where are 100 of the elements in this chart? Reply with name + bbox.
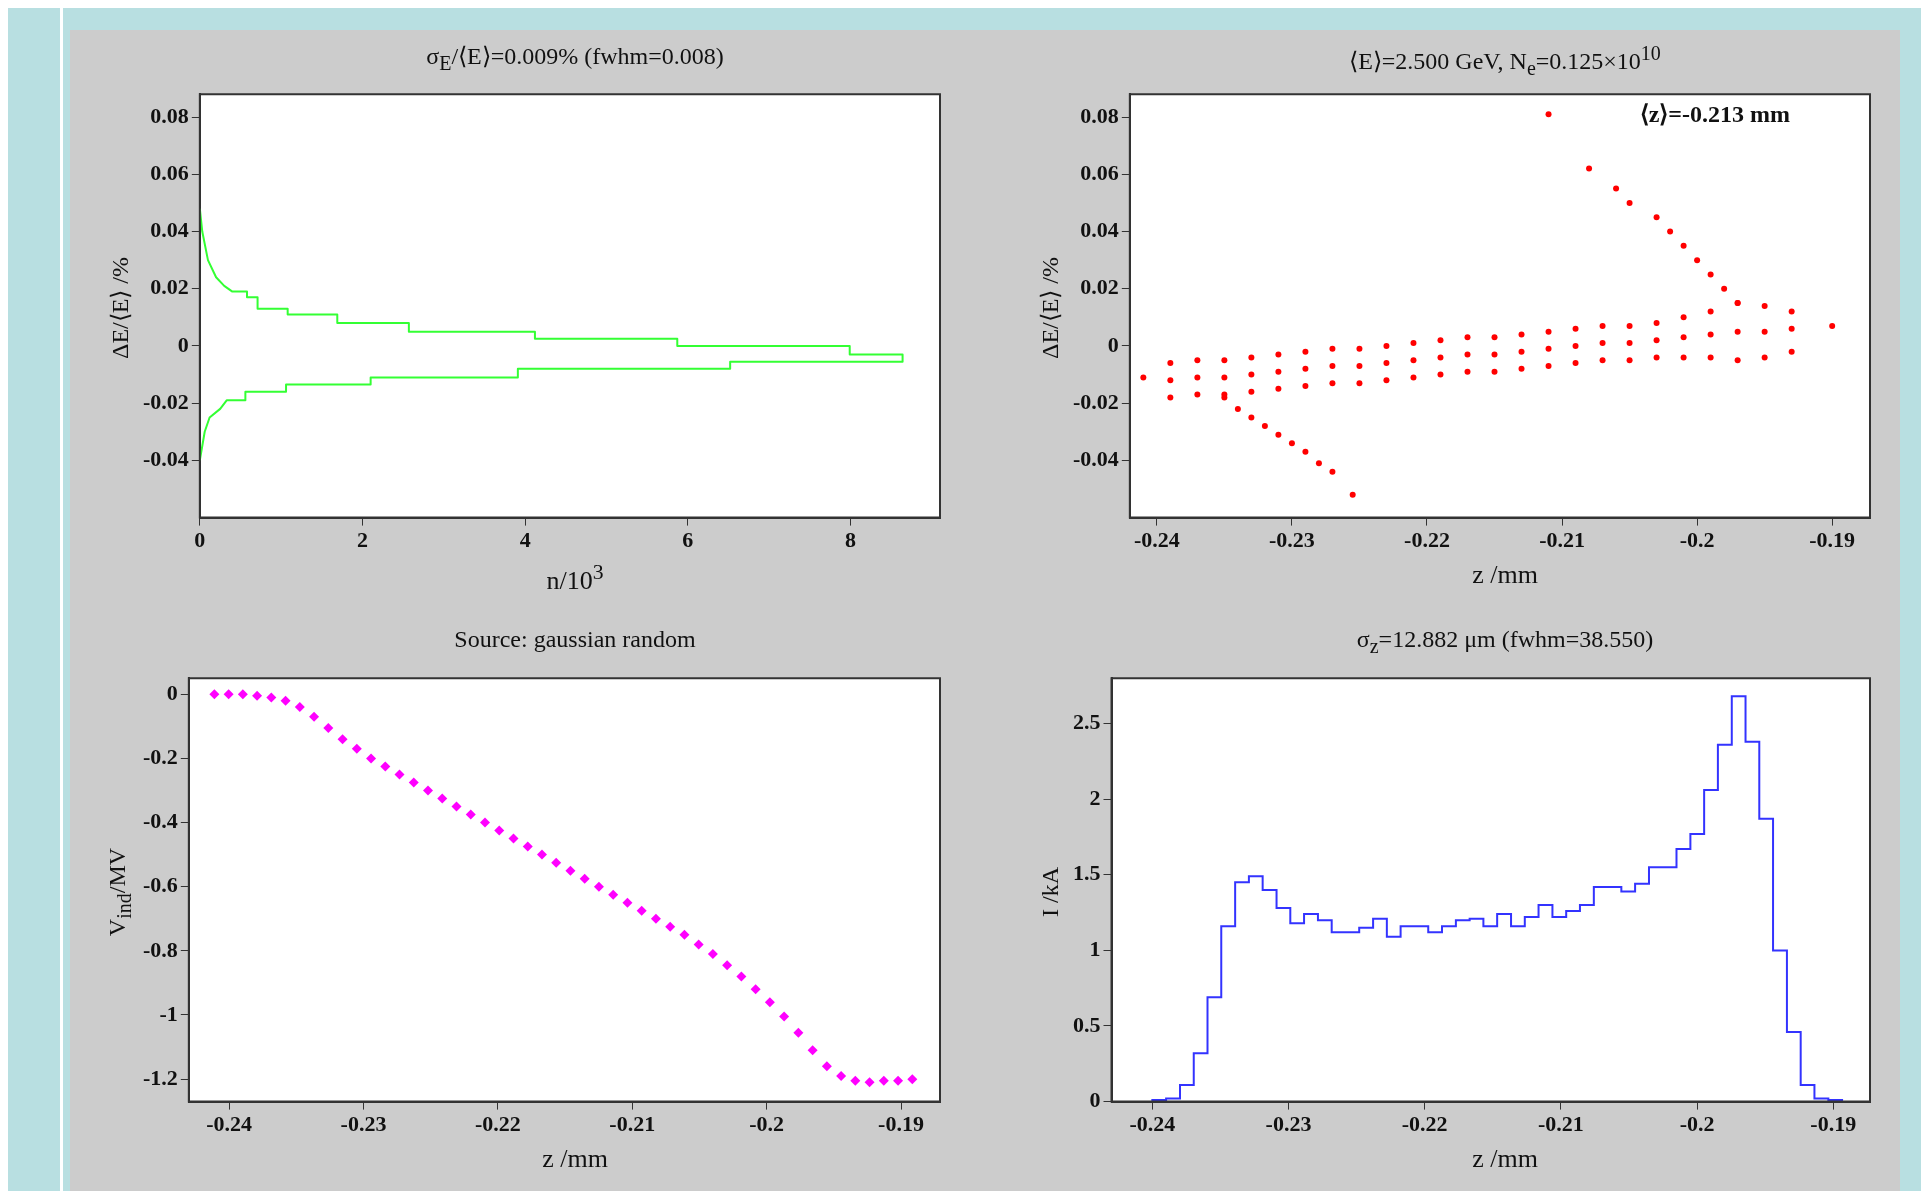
point bbox=[309, 711, 320, 722]
point bbox=[736, 971, 747, 982]
point bbox=[209, 689, 220, 700]
annotation: ⟨z⟩=-0.213 mm bbox=[1639, 101, 1790, 127]
point bbox=[793, 1027, 804, 1038]
point bbox=[337, 734, 348, 745]
y-tick-label: -0.02 bbox=[143, 388, 189, 414]
x-tick-label: -0.21 bbox=[609, 1111, 656, 1137]
point bbox=[380, 761, 391, 772]
point bbox=[821, 1061, 832, 1072]
point bbox=[294, 702, 305, 713]
point bbox=[907, 1074, 918, 1085]
x-tick-label: -0.24 bbox=[1133, 527, 1180, 553]
point bbox=[679, 929, 690, 940]
point bbox=[280, 695, 291, 706]
y-tick-label: -1 bbox=[159, 1000, 178, 1026]
point bbox=[480, 817, 490, 828]
x-tick-label: 0 bbox=[194, 527, 206, 553]
x-tick-label: -0.19 bbox=[1809, 527, 1856, 553]
x-tick-label: -0.2 bbox=[1679, 527, 1715, 553]
y-tick-label: 1.5 bbox=[1073, 860, 1101, 886]
y-tick-label: -0.2 bbox=[143, 744, 178, 770]
point bbox=[608, 889, 619, 900]
x-tick-label: -0.24 bbox=[206, 1111, 253, 1137]
y-axis-title: ΔE/⟨E⟩ /% bbox=[107, 256, 133, 360]
point bbox=[707, 949, 718, 960]
point bbox=[750, 984, 761, 995]
point bbox=[252, 690, 263, 701]
point bbox=[465, 809, 476, 820]
point bbox=[593, 881, 604, 892]
y-tick-label: 0.02 bbox=[1080, 274, 1119, 300]
point bbox=[266, 692, 277, 703]
point bbox=[494, 825, 505, 836]
chart-title: Source: gaussian random bbox=[454, 626, 696, 652]
x-tick-label: -0.22 bbox=[1401, 1111, 1448, 1137]
x-tick-label: -0.24 bbox=[1129, 1111, 1176, 1137]
y-tick-label: -0.04 bbox=[1073, 446, 1119, 472]
point bbox=[551, 857, 562, 868]
point bbox=[636, 905, 647, 916]
chart-title: σ$_{E}$/⟨E⟩=0.009% (fwhm=0.008) bbox=[426, 43, 724, 74]
point bbox=[423, 785, 434, 796]
point bbox=[565, 865, 576, 876]
x-tick-label: 2 bbox=[357, 527, 368, 553]
point bbox=[508, 833, 519, 844]
x-axis-title: z /mm bbox=[1472, 1144, 1538, 1173]
y-tick-label: 0.04 bbox=[150, 217, 189, 243]
point bbox=[693, 939, 704, 950]
y-tick-label: 0 bbox=[1089, 1087, 1101, 1113]
x-tick-label: -0.23 bbox=[340, 1111, 387, 1137]
y-tick-label: -0.8 bbox=[143, 936, 178, 962]
x-axis-title: z /mm bbox=[542, 1144, 608, 1173]
point bbox=[451, 801, 462, 812]
y-tick-label: 0 bbox=[1107, 331, 1119, 357]
point bbox=[579, 873, 590, 884]
y-tick-label: 2 bbox=[1089, 784, 1101, 810]
point bbox=[779, 1011, 790, 1022]
x-tick-label: -0.19 bbox=[1810, 1111, 1857, 1137]
x-tick-label: -0.23 bbox=[1268, 527, 1315, 553]
y-tick-label: -0.02 bbox=[1073, 388, 1119, 414]
point bbox=[893, 1075, 904, 1086]
y-tick-label: -0.4 bbox=[143, 808, 178, 834]
chart-title: σ$_{z}$=12.882 μm (fwhm=38.550) bbox=[1356, 626, 1654, 657]
x-tick-label: -0.22 bbox=[1404, 527, 1450, 553]
x-tick-label: -0.2 bbox=[749, 1111, 785, 1137]
y-tick-label: 1 bbox=[1089, 936, 1101, 962]
y-tick-label: -0.6 bbox=[143, 872, 178, 898]
point bbox=[650, 913, 661, 924]
point bbox=[807, 1045, 818, 1056]
y-axis-title: ΔE/⟨E⟩ /% bbox=[1037, 256, 1063, 360]
point bbox=[237, 689, 248, 700]
y-tick-label: 0.06 bbox=[150, 159, 189, 185]
point bbox=[722, 960, 733, 971]
x-tick-label: 6 bbox=[682, 527, 694, 553]
point bbox=[223, 689, 234, 700]
x-tick-label: -0.22 bbox=[474, 1111, 521, 1137]
point bbox=[764, 997, 775, 1008]
point bbox=[850, 1075, 861, 1086]
point bbox=[665, 921, 676, 932]
x-axis-title: n/10$^{3}$ bbox=[546, 560, 604, 595]
y-axis-title: I /kA bbox=[1036, 867, 1063, 917]
y-tick-label: 0.04 bbox=[1080, 217, 1119, 243]
x-tick-label: -0.19 bbox=[878, 1111, 924, 1137]
point bbox=[878, 1075, 889, 1086]
x-tick-label: 8 bbox=[845, 527, 857, 553]
y-tick-label: -1.2 bbox=[143, 1064, 178, 1090]
point bbox=[366, 753, 377, 764]
y-tick-label: 0 bbox=[166, 679, 178, 705]
y-tick-label: 0.08 bbox=[150, 102, 189, 128]
x-tick-label: -0.2 bbox=[1679, 1111, 1715, 1137]
x-tick-label: -0.21 bbox=[1537, 1111, 1584, 1137]
point bbox=[864, 1077, 875, 1088]
point bbox=[351, 743, 362, 754]
point bbox=[437, 793, 448, 804]
point bbox=[622, 897, 633, 908]
y-tick-label: -0.04 bbox=[143, 446, 189, 472]
x-tick-label: 4 bbox=[519, 527, 531, 553]
x-tick-label: -0.23 bbox=[1265, 1111, 1312, 1137]
y-tick-label: 0.5 bbox=[1073, 1011, 1101, 1037]
point bbox=[323, 722, 334, 733]
point bbox=[836, 1070, 847, 1081]
